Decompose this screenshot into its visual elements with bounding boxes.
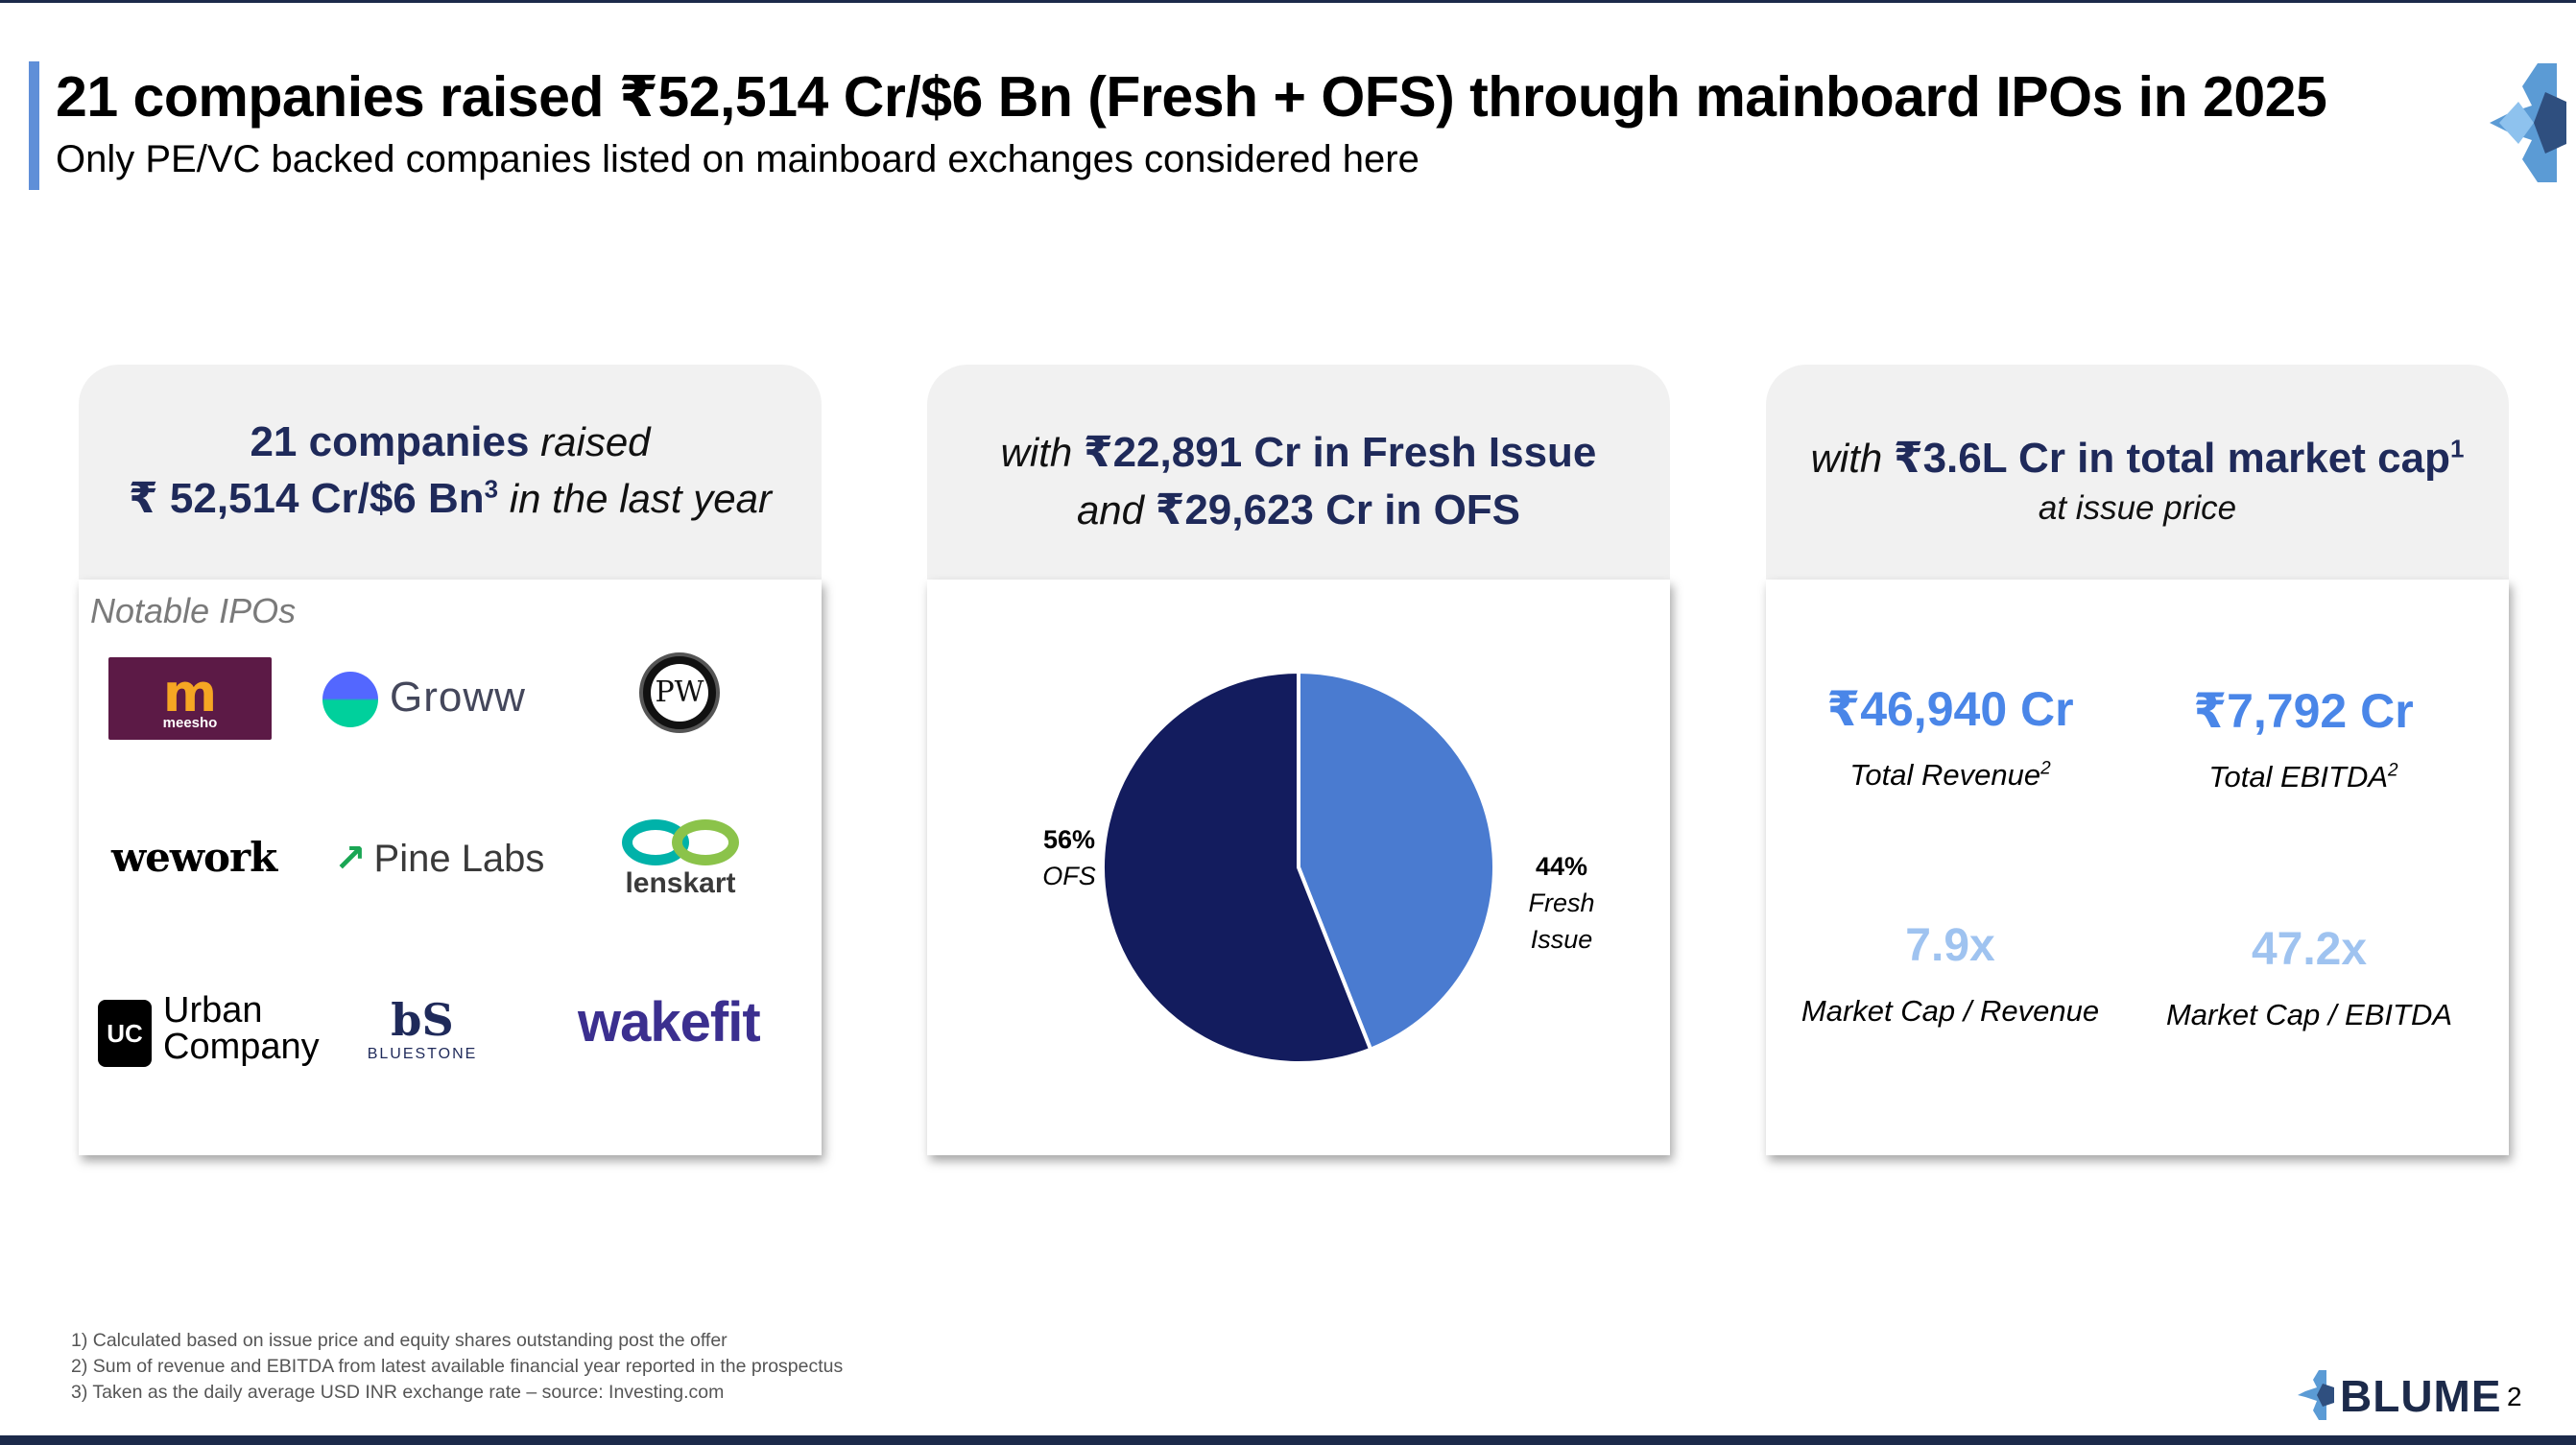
footnote-1: 1) Calculated based on issue price and e… bbox=[71, 1330, 727, 1351]
card1-period: in the last year bbox=[509, 476, 772, 521]
card1-line2: ₹ 52,514 Cr/$6 Bn3 in the last year bbox=[79, 474, 822, 523]
market-cap-card: with ₹3.6L Cr in total market cap1 at is… bbox=[1766, 365, 2509, 1155]
card2-line1: with ₹22,891 Cr in Fresh Issue bbox=[1000, 429, 1597, 476]
notable-ipos-label: Notable IPOs bbox=[90, 591, 297, 630]
page-title: 21 companies raised ₹52,514 Cr/$6 Bn (Fr… bbox=[56, 65, 2327, 129]
card2-line2: and ₹29,623 Cr in OFS bbox=[1076, 486, 1521, 533]
pie-label-fresh: 44% Fresh Issue bbox=[1528, 852, 1595, 954]
blume-wordmark: BLUME bbox=[2340, 1371, 2502, 1421]
ipo-count-card-header bbox=[79, 365, 822, 595]
pie-label-ofs: 56% OFS bbox=[1042, 825, 1096, 890]
physicswallah-logo: PW bbox=[639, 652, 720, 733]
total-ebitda-value: ₹7,792 Cr bbox=[2193, 684, 2414, 738]
pie-slice-fresh-issue bbox=[1297, 669, 1496, 1053]
pie-slice-ofs bbox=[1101, 669, 1373, 1065]
card3-line2: at issue price bbox=[2038, 489, 2237, 527]
fresh-ofs-card-header bbox=[927, 365, 1670, 595]
mcap-revenue-value: 7.9x bbox=[1905, 920, 1995, 971]
footnote-3: 3) Taken as the daily average USD INR ex… bbox=[71, 1382, 725, 1403]
lenskart-logo: lenskart bbox=[618, 819, 743, 906]
blume-star-small-icon bbox=[2298, 1370, 2334, 1420]
fresh-issue-amount: ₹22,891 Cr in Fresh Issue bbox=[1083, 429, 1597, 476]
card1-amount: ₹ 52,514 Cr/$6 Bn bbox=[129, 475, 485, 522]
card1-amount-sup: 3 bbox=[484, 474, 499, 504]
total-revenue-label: Total Revenue2 bbox=[1849, 758, 2051, 792]
card1-line1: 21 companies raised bbox=[79, 418, 822, 466]
bluestone-logo: bS BLUESTONE bbox=[367, 994, 478, 1062]
wakefit-logo: wakefit bbox=[578, 991, 761, 1054]
card3-line1: with ₹3.6L Cr in total market cap1 bbox=[1810, 434, 2465, 482]
footnote-2: 2) Sum of revenue and EBITDA from latest… bbox=[71, 1356, 844, 1377]
title-accent-bar bbox=[29, 61, 39, 190]
footnotes: 1) Calculated based on issue price and e… bbox=[71, 1328, 843, 1406]
total-market-cap: ₹3.6L Cr in total market cap bbox=[1893, 435, 2450, 482]
page-subtitle: Only PE/VC backed companies listed on ma… bbox=[56, 138, 1419, 180]
mcap-ebitda-label: Market Cap / EBITDA bbox=[2165, 998, 2453, 1031]
card1-count: 21 companies bbox=[250, 418, 530, 465]
wework-logo: wework bbox=[111, 834, 277, 881]
mcap-revenue-label: Market Cap / Revenue bbox=[1801, 994, 2100, 1028]
total-revenue-value: ₹46,940 Cr bbox=[1826, 682, 2074, 736]
ipo-count-card: 21 companies raised ₹ 52,514 Cr/$6 Bn3 i… bbox=[79, 365, 822, 1155]
fresh-ofs-card: with ₹22,891 Cr in Fresh Issue and ₹29,6… bbox=[927, 365, 1670, 1155]
mcap-ebitda-value: 47.2x bbox=[2251, 924, 2368, 975]
metrics-panel bbox=[1766, 580, 2509, 1155]
pine-labs-icon: ↗ bbox=[334, 838, 367, 880]
total-ebitda-label: Total EBITDA2 bbox=[2208, 760, 2398, 794]
meesho-logo: m meesho bbox=[108, 657, 272, 740]
market-cap-card-header bbox=[1766, 365, 2509, 595]
page-number: 2 bbox=[2507, 1382, 2522, 1411]
groww-icon bbox=[322, 672, 378, 727]
notable-ipos-panel: Notable IPOs m meesho Groww PW wework ↗ P… bbox=[79, 580, 822, 1155]
blume-star-icon bbox=[2490, 63, 2566, 182]
top-border bbox=[0, 0, 2576, 3]
ofs-amount: ₹29,623 Cr in OFS bbox=[1155, 486, 1521, 533]
bottom-border bbox=[0, 1435, 2576, 1445]
pine-labs-logo: ↗ Pine Labs bbox=[334, 838, 545, 880]
fresh-vs-ofs-pie-chart bbox=[1101, 669, 1496, 1065]
card1-raised: raised bbox=[540, 419, 651, 464]
